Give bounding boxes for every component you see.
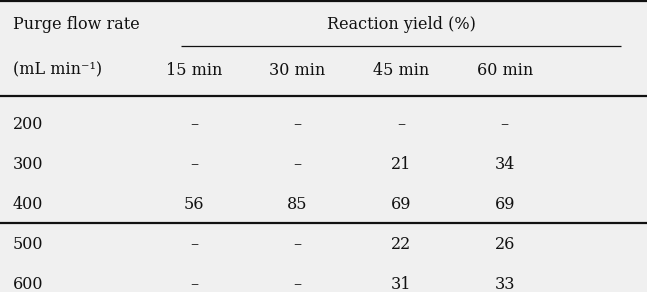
Text: 30 min: 30 min: [270, 62, 325, 79]
Text: –: –: [190, 276, 198, 292]
Text: 22: 22: [391, 236, 411, 253]
Text: 15 min: 15 min: [166, 62, 223, 79]
Text: 33: 33: [494, 276, 515, 292]
Text: –: –: [294, 156, 302, 173]
Text: –: –: [294, 116, 302, 133]
Text: –: –: [294, 276, 302, 292]
Text: 60 min: 60 min: [477, 62, 532, 79]
Text: 200: 200: [13, 116, 43, 133]
Text: 300: 300: [13, 156, 43, 173]
Text: –: –: [190, 236, 198, 253]
Text: 34: 34: [494, 156, 515, 173]
Text: 69: 69: [391, 196, 411, 213]
Text: 26: 26: [494, 236, 515, 253]
Text: –: –: [501, 116, 509, 133]
Text: 45 min: 45 min: [373, 62, 429, 79]
Text: 21: 21: [391, 156, 411, 173]
Text: –: –: [190, 116, 198, 133]
Text: 400: 400: [13, 196, 43, 213]
Text: Reaction yield (%): Reaction yield (%): [327, 16, 476, 33]
Text: Purge flow rate: Purge flow rate: [13, 16, 140, 33]
Text: 31: 31: [391, 276, 411, 292]
Text: 56: 56: [184, 196, 204, 213]
Text: (mL min⁻¹): (mL min⁻¹): [13, 62, 102, 79]
Text: 600: 600: [13, 276, 43, 292]
Text: 500: 500: [13, 236, 43, 253]
Text: –: –: [397, 116, 405, 133]
Text: –: –: [190, 156, 198, 173]
Text: 69: 69: [494, 196, 515, 213]
Text: 85: 85: [287, 196, 308, 213]
Text: –: –: [294, 236, 302, 253]
